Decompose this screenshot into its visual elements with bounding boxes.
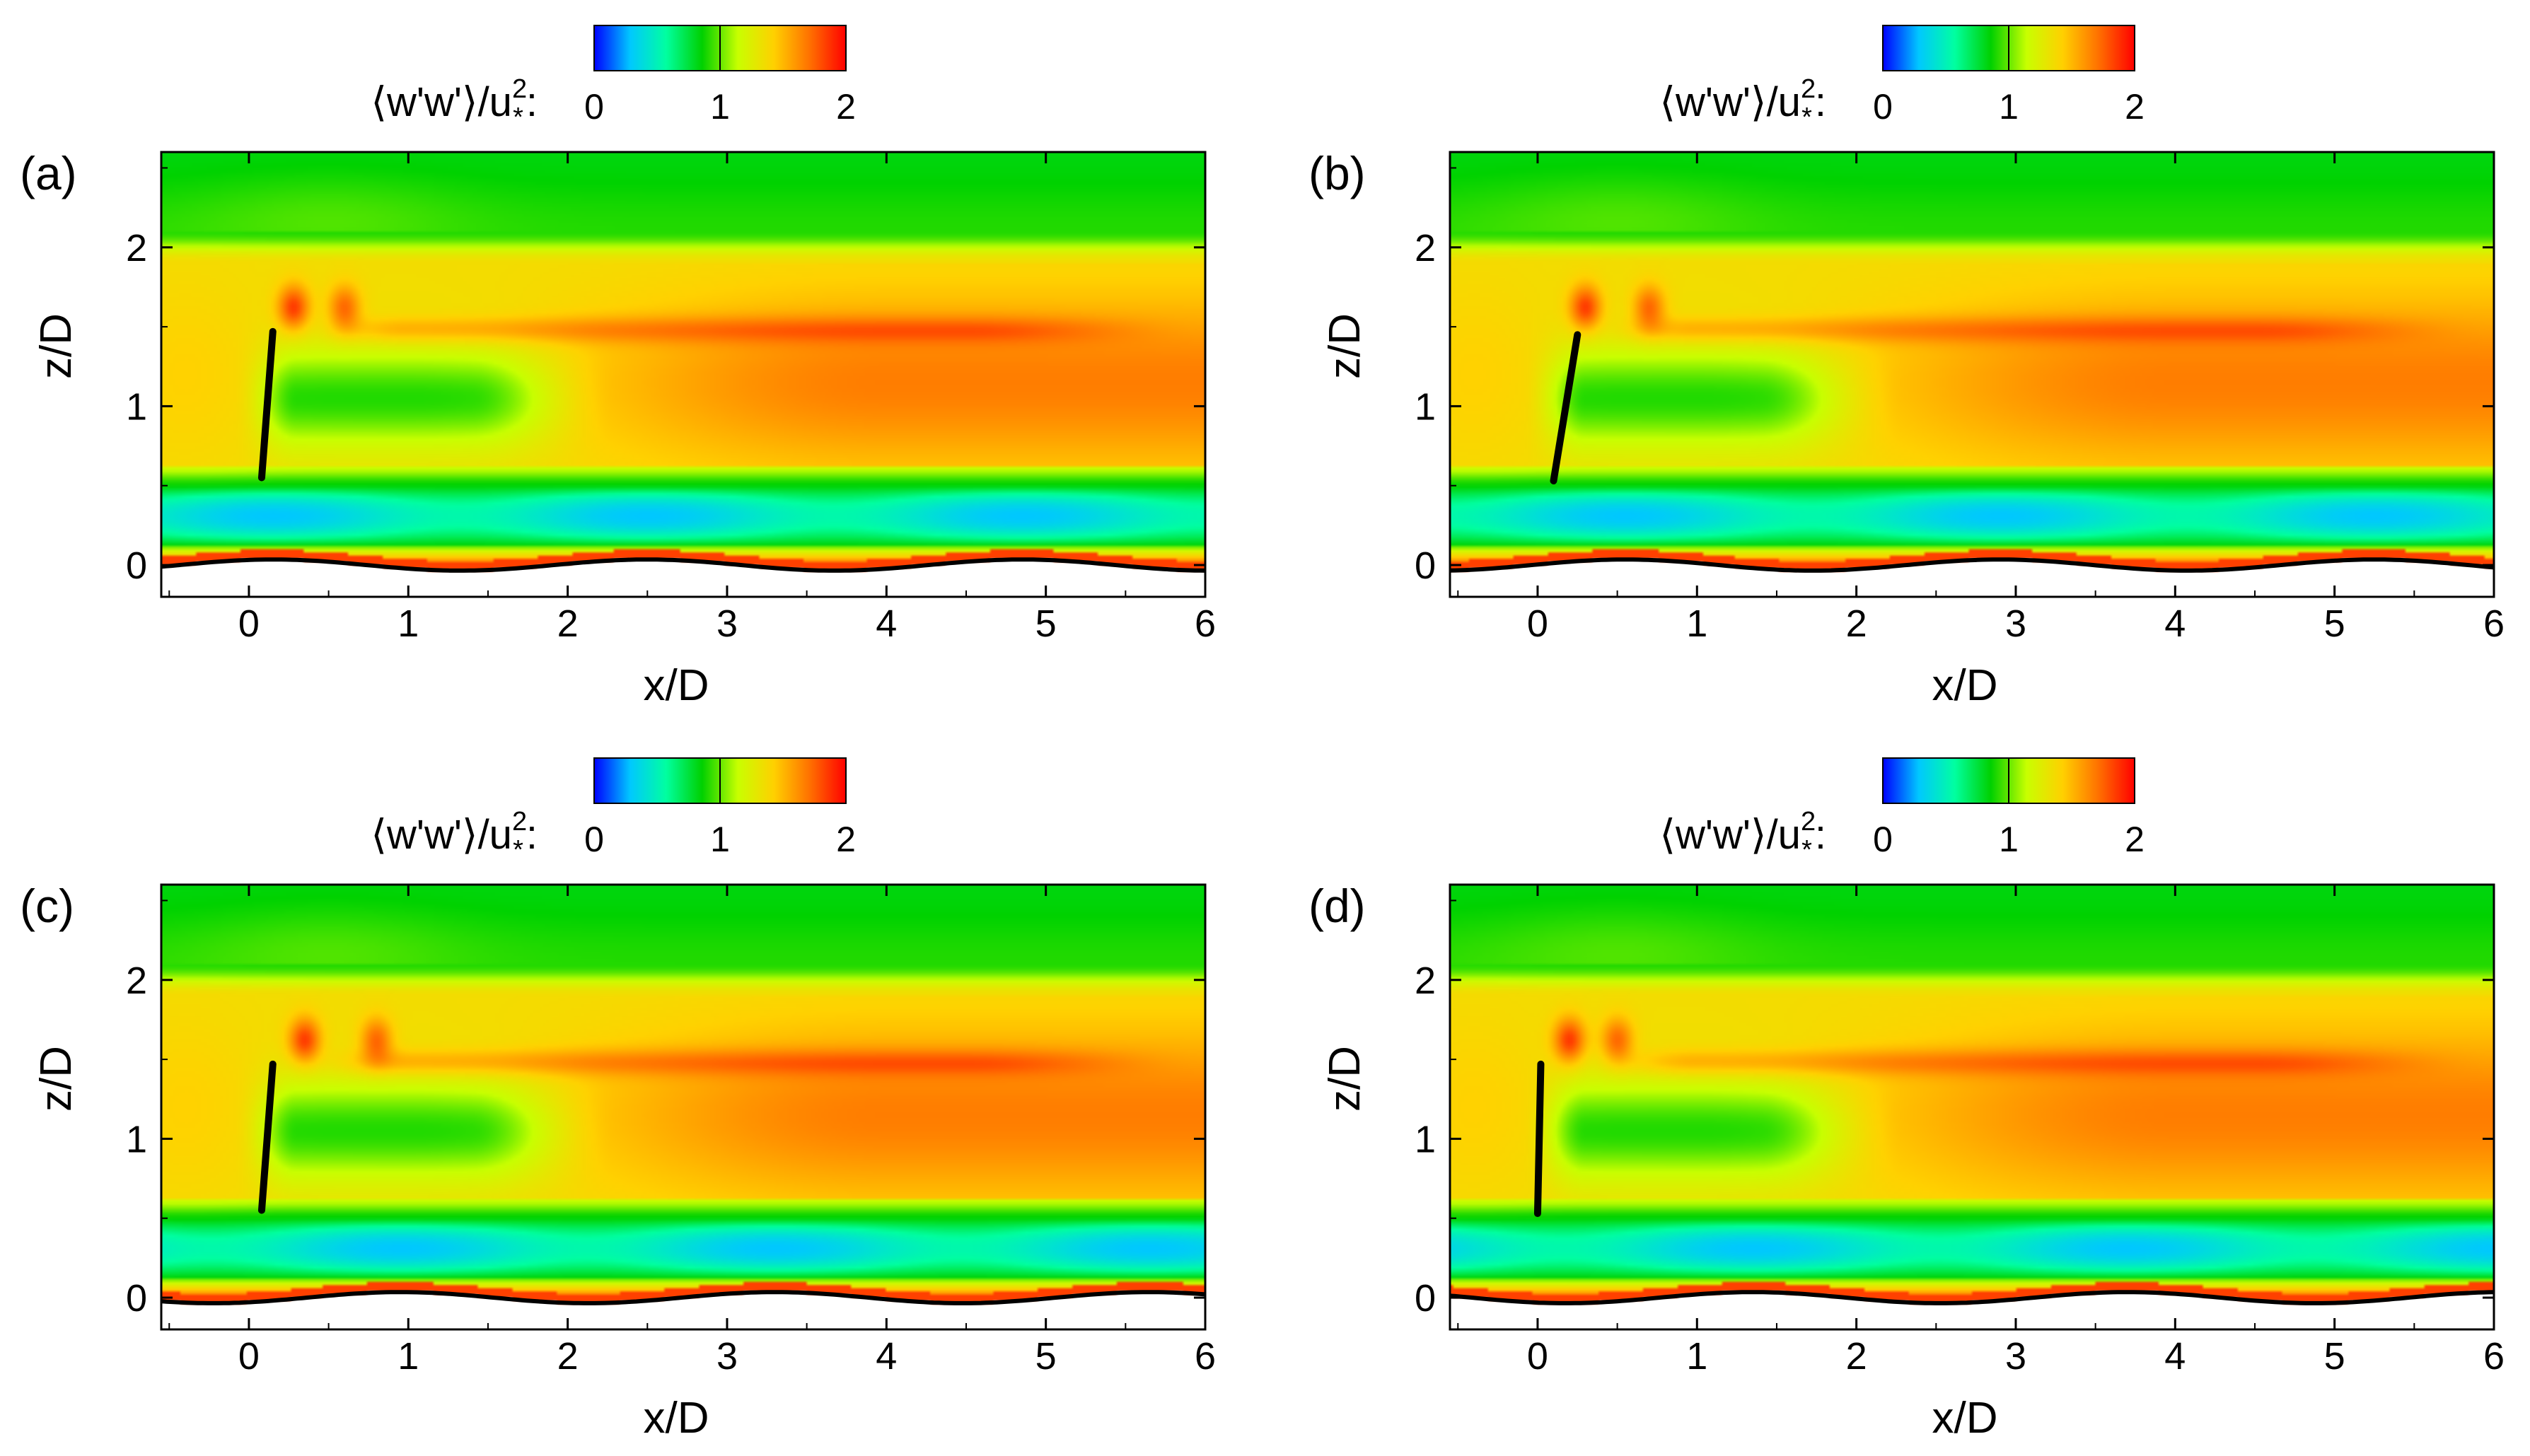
colorbar-tick-label: 1 [710, 87, 730, 127]
contour-field [161, 152, 1205, 597]
x-tick-label: 3 [716, 602, 738, 645]
x-tick-label: 1 [398, 602, 419, 645]
y-tick-label: 0 [126, 544, 147, 587]
plot-frame [1449, 151, 2495, 598]
y-axis-label: z/D [32, 1046, 81, 1112]
y-tick-label: 1 [1415, 385, 1436, 428]
panel-label: (d) [1308, 880, 1366, 932]
x-tick-label: 0 [238, 602, 260, 645]
turbine-blade-line [1550, 331, 1582, 485]
panel-label: (b) [1308, 147, 1366, 199]
x-tick-label: 2 [1846, 1335, 1867, 1378]
contour-field [161, 885, 1205, 1329]
x-tick-label: 6 [2483, 602, 2505, 645]
x-tick-label: 1 [1686, 602, 1707, 645]
turbine-blade-line [257, 1060, 277, 1214]
panel-c: 0 1 2 ⟨w'w'⟩/u2 *: 0 1 2 3 4 5 6 0 1 2 x/D z/D (c) [20, 757, 1216, 1443]
x-axis-label: x/D [644, 1394, 709, 1443]
x-tick-label: 5 [2324, 1335, 2345, 1378]
x-tick-label: 1 [1686, 1335, 1707, 1378]
wavy-bottom-line [1449, 1290, 2495, 1305]
x-tick-label: 3 [2005, 1335, 2026, 1378]
x-axis-label: x/D [1932, 661, 1998, 710]
colorbar-tick-label: 0 [1873, 820, 1893, 859]
x-tick-label: 3 [2005, 602, 2026, 645]
y-tick-label: 0 [126, 1277, 147, 1320]
colorbar-tick-label: 2 [836, 820, 856, 859]
x-tick-label: 6 [1195, 1335, 1216, 1378]
y-axis-label: z/D [1321, 313, 1369, 379]
panel-a: 0 1 2 ⟨w'w'⟩/u2 *: 0 1 2 3 4 5 6 0 1 2 x/D z/D (a) [20, 25, 1216, 710]
colorbar-tick-label: 0 [584, 87, 604, 127]
y-tick-label: 2 [1415, 960, 1436, 1002]
panel-label: (a) [20, 147, 77, 199]
plot-frame [160, 151, 1207, 598]
colorbar-tick-label: 2 [2125, 820, 2145, 859]
x-axis-label: x/D [644, 661, 709, 710]
x-tick-label: 4 [876, 602, 897, 645]
colorbar-label: ⟨w'w'⟩/u2 *: [1659, 74, 1826, 132]
x-tick-label: 2 [557, 602, 579, 645]
panel-label: (c) [20, 880, 74, 932]
wavy-bottom-line [161, 557, 1206, 573]
x-tick-label: 2 [557, 1335, 579, 1378]
y-tick-label: 1 [126, 1118, 147, 1160]
colorbar-tick-label: 1 [710, 820, 730, 859]
colorbar-label: ⟨w'w'⟩/u2 *: [371, 807, 538, 865]
plot-frame [1449, 883, 2495, 1331]
y-tick-label: 1 [126, 385, 147, 428]
y-tick-label: 2 [126, 227, 147, 269]
colorbar-tick-label: 0 [1873, 87, 1893, 127]
x-tick-label: 2 [1846, 602, 1867, 645]
y-tick-label: 2 [126, 960, 147, 1002]
plot-frame [160, 883, 1207, 1331]
x-tick-label: 4 [876, 1335, 897, 1378]
y-axis-label: z/D [1321, 1046, 1369, 1112]
x-tick-label: 0 [1527, 1335, 1548, 1378]
x-tick-label: 3 [716, 1335, 738, 1378]
x-tick-label: 1 [398, 1335, 419, 1378]
colorbar-tick-label: 0 [584, 820, 604, 859]
x-axis-label: x/D [1932, 1394, 1998, 1443]
colorbar-tick-label: 1 [1999, 87, 2019, 127]
turbine-blade-line [1533, 1060, 1545, 1218]
y-tick-label: 0 [1415, 1277, 1436, 1320]
turbine-blade-line [257, 327, 277, 482]
colorbar-label: ⟨w'w'⟩/u2 *: [1659, 807, 1826, 865]
contour-field [1450, 152, 2494, 597]
x-tick-label: 0 [238, 1335, 260, 1378]
colorbar-tick-label: 2 [2125, 87, 2145, 127]
x-tick-label: 5 [1035, 1335, 1057, 1378]
colorbar-tick-label: 1 [1999, 820, 2019, 859]
colorbar-label: ⟨w'w'⟩/u2 *: [371, 74, 538, 132]
colorbar-tick-label: 2 [836, 87, 856, 127]
x-tick-label: 0 [1527, 602, 1548, 645]
y-axis-label: z/D [32, 313, 81, 379]
wavy-bottom-line [161, 1290, 1206, 1305]
x-tick-label: 6 [2483, 1335, 2505, 1378]
contour-field [1450, 885, 2494, 1329]
y-tick-label: 2 [1415, 227, 1436, 269]
panel-b: 0 1 2 ⟨w'w'⟩/u2 *: 0 1 2 3 4 5 6 0 1 2 x/D z/D (b) [1308, 25, 2505, 710]
y-tick-label: 1 [1415, 1118, 1436, 1160]
panel-d: 0 1 2 ⟨w'w'⟩/u2 *: 0 1 2 3 4 5 6 0 1 2 x/D z/D (d) [1308, 757, 2505, 1443]
wavy-bottom-line [1449, 557, 2495, 573]
x-tick-label: 6 [1195, 602, 1216, 645]
x-tick-label: 5 [1035, 602, 1057, 645]
x-tick-label: 4 [2164, 1335, 2186, 1378]
x-tick-label: 5 [2324, 602, 2345, 645]
x-tick-label: 4 [2164, 602, 2186, 645]
y-tick-label: 0 [1415, 544, 1436, 587]
